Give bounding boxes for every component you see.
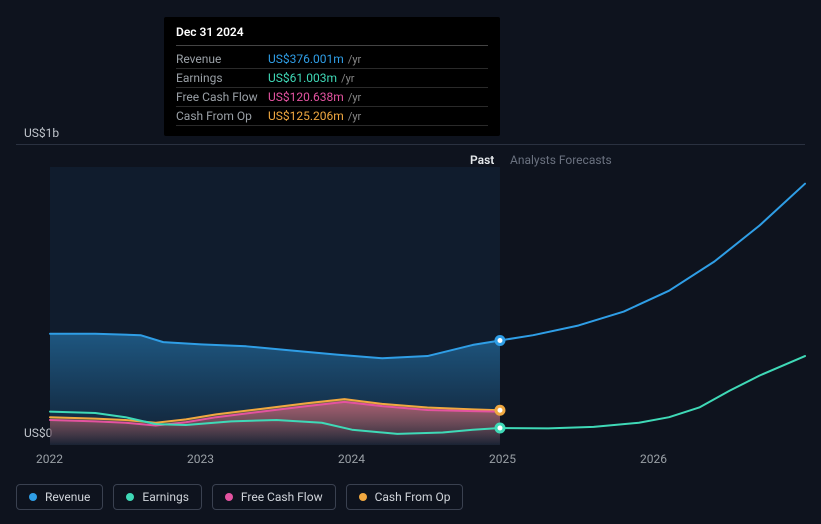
tooltip-row: Cash From OpUS$125.206m/yr	[176, 107, 488, 126]
tooltip-metric-value: US$125.206m	[268, 109, 344, 123]
chart-svg	[16, 145, 805, 445]
x-axis-tick-label: 2024	[338, 452, 365, 466]
tooltip-metric-value: US$120.638m	[268, 90, 344, 104]
legend-item-revenue[interactable]: Revenue	[16, 484, 103, 510]
legend-label: Cash From Op	[375, 490, 451, 504]
legend-swatch-icon	[225, 493, 233, 501]
tooltip-metric-label: Revenue	[176, 52, 268, 66]
chart-tooltip: Dec 31 2024 RevenueUS$376.001m/yrEarning…	[164, 17, 500, 136]
tooltip-metric-unit: /yr	[348, 53, 361, 66]
tooltip-metric-label: Free Cash Flow	[176, 90, 268, 104]
legend-swatch-icon	[359, 493, 367, 501]
tooltip-row: RevenueUS$376.001m/yr	[176, 50, 488, 69]
legend-item-cashFromOp[interactable]: Cash From Op	[346, 484, 464, 510]
tooltip-metric-unit: /yr	[348, 91, 361, 104]
tooltip-metric-label: Cash From Op	[176, 109, 268, 123]
tooltip-metric-unit: /yr	[348, 110, 361, 123]
x-axis-tick-label: 2022	[36, 452, 63, 466]
legend-label: Earnings	[142, 490, 189, 504]
chart-legend: Revenue Earnings Free Cash Flow Cash From O…	[16, 484, 463, 510]
legend-swatch-icon	[126, 493, 134, 501]
legend-label: Free Cash Flow	[241, 490, 323, 504]
x-axis-tick-label: 2026	[640, 452, 667, 466]
legend-item-freeCashFlow[interactable]: Free Cash Flow	[212, 484, 336, 510]
legend-swatch-icon	[29, 493, 37, 501]
x-axis-tick-label: 2025	[489, 452, 516, 466]
tooltip-metric-value: US$61.003m	[268, 71, 337, 85]
tooltip-metric-label: Earnings	[176, 71, 268, 85]
tooltip-row: EarningsUS$61.003m/yr	[176, 69, 488, 88]
chart-plot-area: Past Analysts Forecasts	[16, 144, 805, 444]
legend-item-earnings[interactable]: Earnings	[113, 484, 202, 510]
tooltip-row: Free Cash FlowUS$120.638m/yr	[176, 88, 488, 107]
tooltip-metric-unit: /yr	[341, 72, 354, 85]
legend-label: Revenue	[45, 490, 90, 504]
tooltip-date: Dec 31 2024	[176, 25, 488, 46]
tooltip-metric-value: US$376.001m	[268, 52, 344, 66]
y-axis-max-label: US$1b	[24, 126, 59, 140]
x-axis-tick-label: 2023	[187, 452, 214, 466]
